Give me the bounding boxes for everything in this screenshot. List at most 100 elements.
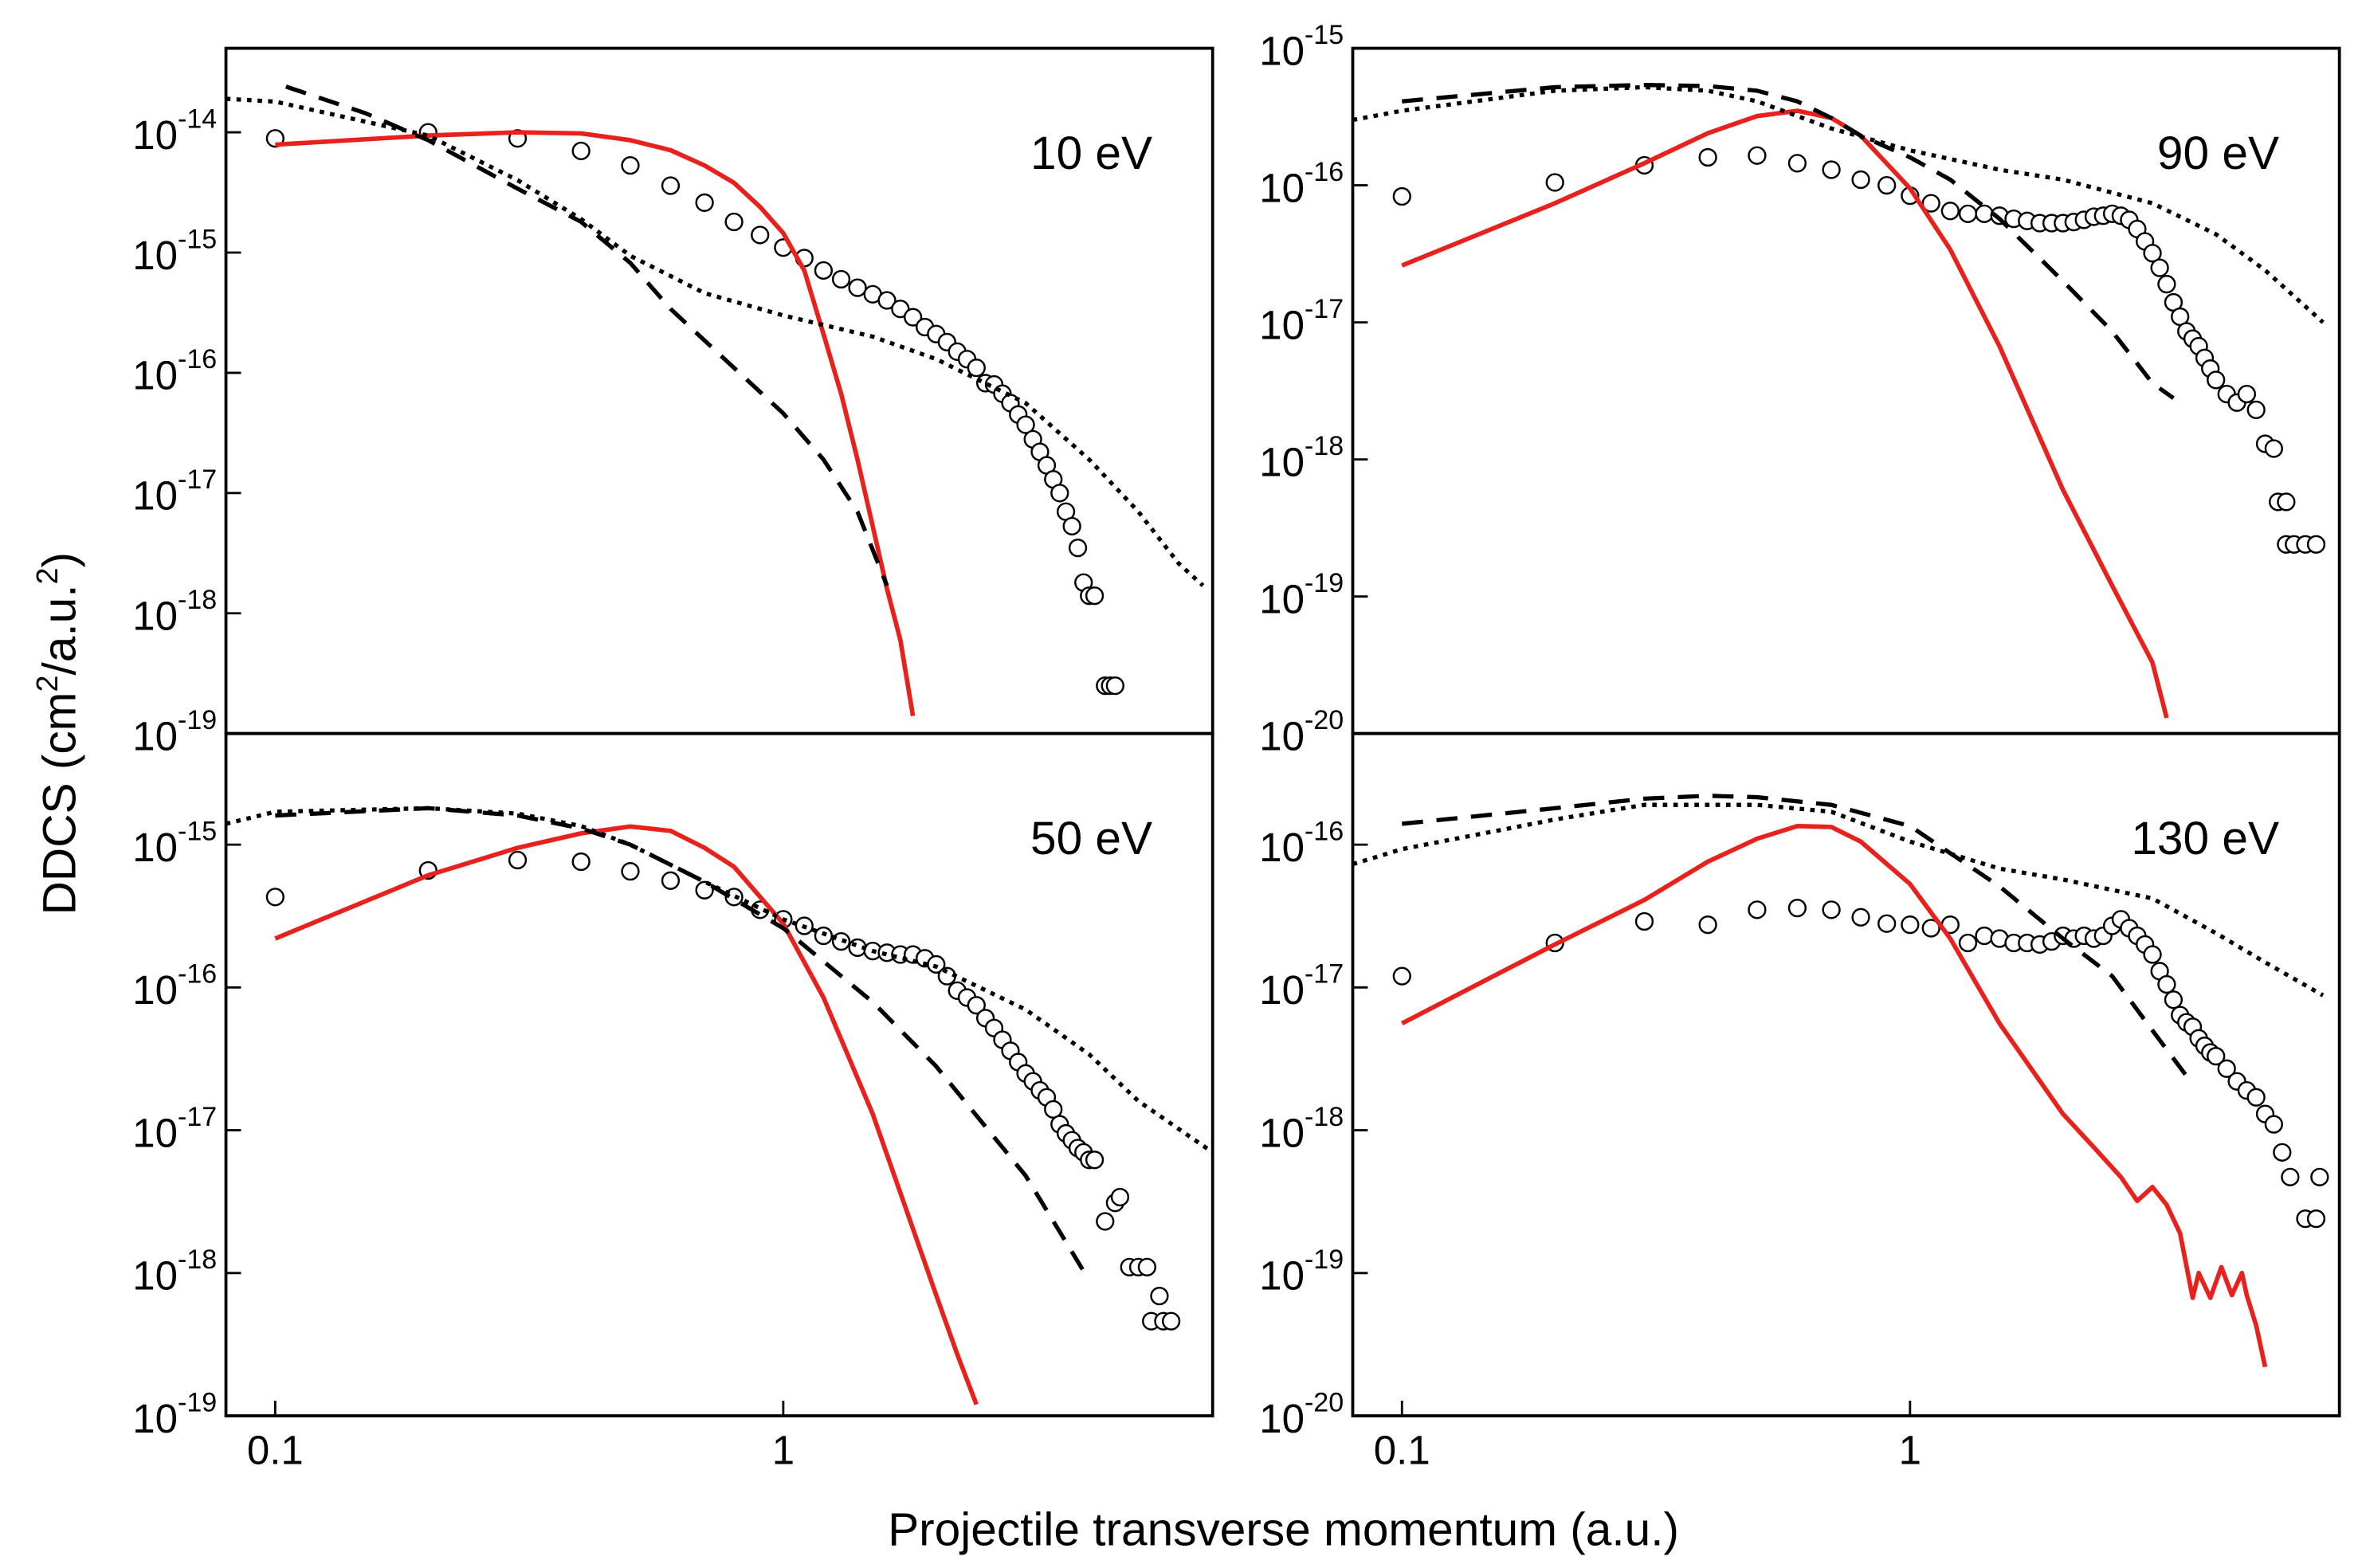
curve <box>1400 823 2268 1368</box>
y-tick-base: 10 <box>132 473 178 519</box>
y-tick-label: 10-15 <box>132 816 217 869</box>
y-tick-label: 10-19 <box>132 705 217 759</box>
data-point <box>2264 439 2283 458</box>
y-tick-exp: -20 <box>1305 705 1344 735</box>
data-point <box>2143 945 2162 964</box>
y-tick-exp: -18 <box>1305 1102 1344 1132</box>
data-point <box>967 359 986 378</box>
data-point <box>1748 146 1767 165</box>
data-point <box>831 931 851 951</box>
data-point <box>2306 535 2326 554</box>
y-tick-base: 10 <box>1259 1396 1305 1441</box>
y-label-sup: 2 <box>31 567 65 584</box>
y-tick-label: 10-19 <box>132 1387 217 1441</box>
y-tick-label: 10-18 <box>1259 431 1344 484</box>
y-tick-base: 10 <box>1259 825 1305 870</box>
y-tick-exp: -16 <box>178 344 217 374</box>
y-tick-base: 10 <box>1259 967 1305 1013</box>
y-tick-base: 10 <box>132 825 178 870</box>
data-point <box>877 291 897 310</box>
y-label-part: ) <box>34 552 86 568</box>
data-point <box>1110 1187 1130 1207</box>
data-point <box>814 261 834 280</box>
panel-label: 10 eV <box>1030 127 1152 179</box>
y-tick-exp: -16 <box>1305 157 1344 187</box>
data-point <box>2306 1209 2326 1229</box>
y-tick-exp: -19 <box>1305 568 1344 598</box>
y-tick-base: 10 <box>132 112 178 158</box>
data-point <box>1822 160 1841 179</box>
y-axis-label: DDCS (cm2/a.u.2) <box>31 552 86 915</box>
panel-label: 50 eV <box>1030 813 1152 864</box>
y-tick-exp: -17 <box>178 1102 217 1132</box>
data-point <box>1392 186 1411 206</box>
y-label-part: DDCS (cm <box>34 692 86 915</box>
data-point <box>724 888 744 907</box>
data-point <box>661 176 681 195</box>
data-point <box>1392 966 1411 986</box>
panel-label: 90 eV <box>2157 127 2279 179</box>
data-point <box>891 300 910 319</box>
y-label-part: /a.u. <box>34 585 86 676</box>
y-tick-base: 10 <box>132 594 178 639</box>
data-point <box>1634 911 1654 931</box>
y-tick-exp: -14 <box>178 104 217 134</box>
data-point <box>2281 1167 2300 1186</box>
data-point <box>1851 907 1870 927</box>
data-point <box>2273 1143 2292 1162</box>
data-point <box>1016 415 1035 434</box>
data-point <box>2207 370 2226 390</box>
data-point <box>571 141 590 161</box>
y-tick-base: 10 <box>1259 576 1305 621</box>
y-tick-label: 10-16 <box>1259 157 1344 210</box>
panel-frame <box>1351 731 2341 1417</box>
y-tick-base: 10 <box>132 353 178 398</box>
x-axis-label: Projectile transverse momentum (a.u.) <box>888 1504 1679 1556</box>
curve <box>1402 794 2188 1078</box>
data-point <box>1877 175 1897 195</box>
y-tick-label: 10-17 <box>1259 959 1344 1013</box>
y-tick-base: 10 <box>132 967 178 1013</box>
y-label-sup: 2 <box>31 675 65 692</box>
y-tick-label: 10-16 <box>1259 816 1344 869</box>
y-tick-exp: -16 <box>1305 816 1344 846</box>
data-point <box>1940 202 1960 221</box>
data-point <box>1822 900 1841 919</box>
data-point <box>2207 1047 2226 1066</box>
y-tick-exp: -17 <box>178 465 217 495</box>
data-point <box>2277 492 2296 512</box>
y-tick-label: 10-14 <box>132 104 217 157</box>
y-tick-base: 10 <box>1259 713 1305 759</box>
data-point <box>695 193 714 212</box>
y-tick-exp: -18 <box>1305 431 1344 461</box>
y-tick-exp: -19 <box>178 705 217 735</box>
data-point <box>1787 154 1807 173</box>
data-point <box>1096 1212 1115 1231</box>
data-point <box>1975 204 1994 223</box>
data-point <box>1851 170 1870 190</box>
data-point <box>1085 1151 1104 1170</box>
x-tick-label: 1 <box>1899 1427 1921 1472</box>
y-tick-exp: -15 <box>178 816 217 846</box>
curve <box>275 130 916 717</box>
data-point <box>2157 275 2176 294</box>
data-point <box>848 278 867 297</box>
curve <box>1401 108 2169 719</box>
data-point <box>1068 539 1088 558</box>
data-point <box>2264 1115 2283 1134</box>
y-tick-base: 10 <box>132 713 178 759</box>
y-tick-exp: -19 <box>1305 1245 1344 1275</box>
data-point <box>508 850 528 870</box>
y-tick-base: 10 <box>1259 28 1305 73</box>
data-point <box>1162 1311 1181 1331</box>
y-tick-exp: -20 <box>1305 1387 1344 1417</box>
data-point <box>2246 400 2266 420</box>
y-tick-exp: -15 <box>1305 20 1344 50</box>
curve <box>274 824 979 1405</box>
y-tick-label: 10-16 <box>132 959 217 1013</box>
y-tick-base: 10 <box>132 233 178 278</box>
data-point <box>1698 147 1717 167</box>
data-point <box>621 156 640 175</box>
